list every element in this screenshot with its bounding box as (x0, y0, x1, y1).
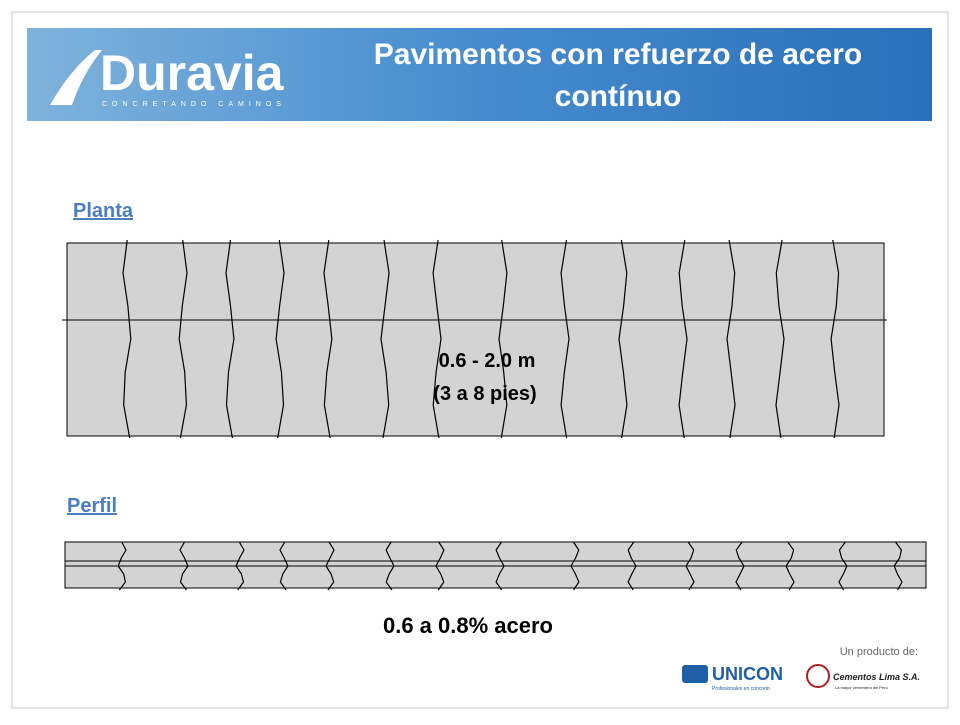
crack (323, 239, 333, 439)
logo-tagline: CONCRETANDO CAMINOS (102, 101, 286, 108)
plan-slab (66, 242, 885, 437)
crack (435, 541, 445, 591)
crack (432, 239, 442, 439)
brand-tagline: Profesionales en concreto (712, 686, 770, 692)
crack (775, 239, 785, 439)
brand: UNICON (712, 664, 783, 684)
crack (498, 239, 508, 439)
title: Pavimentos con refuerzo de acero (374, 38, 863, 71)
plan-cracks (122, 239, 840, 439)
profile-slab (64, 541, 927, 589)
crack (495, 541, 505, 591)
crack (122, 239, 132, 439)
crack (678, 239, 688, 439)
crack (785, 541, 795, 591)
brand-icon (806, 664, 830, 688)
crack (893, 541, 903, 591)
crack (225, 239, 235, 439)
title: contínuo (555, 80, 682, 113)
header-bar (27, 28, 932, 121)
section-label: Planta (73, 200, 134, 222)
crack (385, 541, 395, 591)
crack (279, 541, 289, 591)
crack (235, 541, 245, 591)
logo: Duravia CONCRETANDO CAMINOS (50, 45, 286, 108)
crack (838, 541, 848, 591)
footer-text: Un producto de: (840, 646, 918, 658)
crack (117, 541, 127, 591)
crack (685, 541, 695, 591)
crack (627, 541, 637, 591)
truck-icon (682, 665, 708, 683)
brand-tagline: La mayor cementera del Perú (835, 685, 888, 690)
logo-text: Duravia (100, 45, 285, 101)
logo-road (50, 50, 102, 105)
crack (179, 541, 189, 591)
dimension-label: (3 a 8 pies) (433, 383, 536, 405)
section-label: Perfil (67, 495, 117, 517)
crack (380, 239, 390, 439)
crack (735, 541, 745, 591)
brand: Cementos Lima S.A. (833, 672, 920, 682)
crack (560, 239, 570, 439)
crack (325, 541, 335, 591)
crack (618, 239, 628, 439)
cementos-logo: Cementos Lima S.A. La mayor cementera de… (806, 664, 920, 690)
crack (275, 239, 285, 439)
profile-cracks (117, 541, 903, 591)
steel-label: 0.6 a 0.8% acero (383, 613, 553, 638)
slide-frame (11, 11, 949, 709)
crack (178, 239, 188, 439)
crack (570, 541, 580, 591)
crack (830, 239, 840, 439)
unicon-logo: UNICON Profesionales en concreto (682, 664, 783, 692)
dimension-label: 0.6 - 2.0 m (439, 350, 536, 372)
crack (726, 239, 736, 439)
